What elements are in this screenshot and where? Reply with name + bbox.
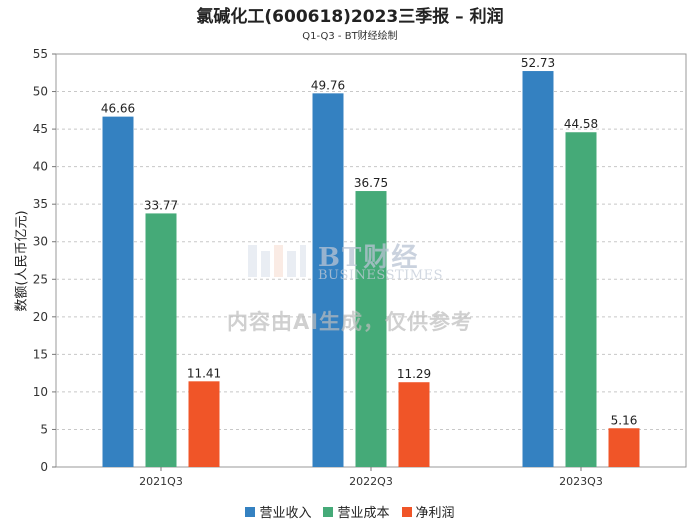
bar-chart: 0 5 10 15 20 25 30 35 40 45 50 55 46.66 33.77 11.41 202… — [33, 47, 687, 488]
legend-label: 营业收入 — [259, 506, 312, 521]
y-tick-label: 50 — [33, 85, 48, 99]
y-tick-label: 30 — [33, 235, 48, 249]
chart-title: 氯碱化工(600618)2023三季报 – 利润 — [196, 7, 504, 27]
y-tick-label: 5 — [40, 422, 48, 436]
data-label: 33.77 — [144, 198, 178, 212]
legend-swatch — [245, 506, 256, 517]
legend: 营业收入 营业成本 净利润 — [0, 502, 700, 521]
data-label: 11.29 — [397, 367, 431, 381]
data-label: 49.76 — [311, 78, 345, 92]
data-label: 36.75 — [354, 176, 388, 190]
y-tick-label: 45 — [33, 122, 48, 136]
legend-swatch — [323, 506, 334, 517]
bar — [522, 71, 554, 467]
legend-swatch — [401, 506, 412, 517]
bar — [565, 132, 597, 467]
data-label: 11.41 — [187, 366, 221, 380]
data-label: 52.73 — [521, 56, 555, 70]
x-tick-label: 2021Q3 — [139, 475, 183, 488]
data-label: 46.66 — [101, 102, 135, 116]
y-tick-label: 20 — [33, 310, 48, 324]
data-label: 44.58 — [564, 117, 598, 131]
legend-item[interactable]: 营业收入 — [245, 502, 311, 521]
y-tick-label: 40 — [33, 160, 48, 174]
watermark-brand-sub: BUSINESSTIMES — [318, 268, 444, 283]
legend-item[interactable]: 净利润 — [401, 502, 455, 521]
y-tick-label: 10 — [33, 385, 48, 399]
bar — [398, 382, 430, 467]
y-tick-label: 35 — [33, 197, 48, 211]
bar — [608, 428, 640, 467]
x-tick-label: 2023Q3 — [559, 475, 603, 488]
watermark-ai-notice: 内容由AI生成，仅供参考 — [226, 310, 474, 334]
chart-subtitle: Q1-Q3 - BT财经绘制 — [302, 31, 398, 42]
watermark-brand: BT财经 — [318, 243, 420, 273]
y-tick-label: 25 — [33, 272, 48, 286]
bar — [188, 381, 220, 467]
legend-label: 净利润 — [415, 506, 455, 521]
legend-label: 营业成本 — [337, 506, 390, 521]
bar — [355, 191, 387, 468]
bar — [102, 116, 134, 467]
data-label: 5.16 — [611, 413, 638, 427]
bar — [312, 93, 344, 468]
bar — [145, 213, 177, 467]
x-tick-label: 2022Q3 — [349, 475, 393, 488]
legend-item[interactable]: 营业成本 — [323, 502, 390, 521]
y-tick-label: 15 — [33, 347, 48, 361]
y-tick-label: 0 — [40, 460, 48, 474]
y-tick-label: 55 — [33, 47, 48, 61]
